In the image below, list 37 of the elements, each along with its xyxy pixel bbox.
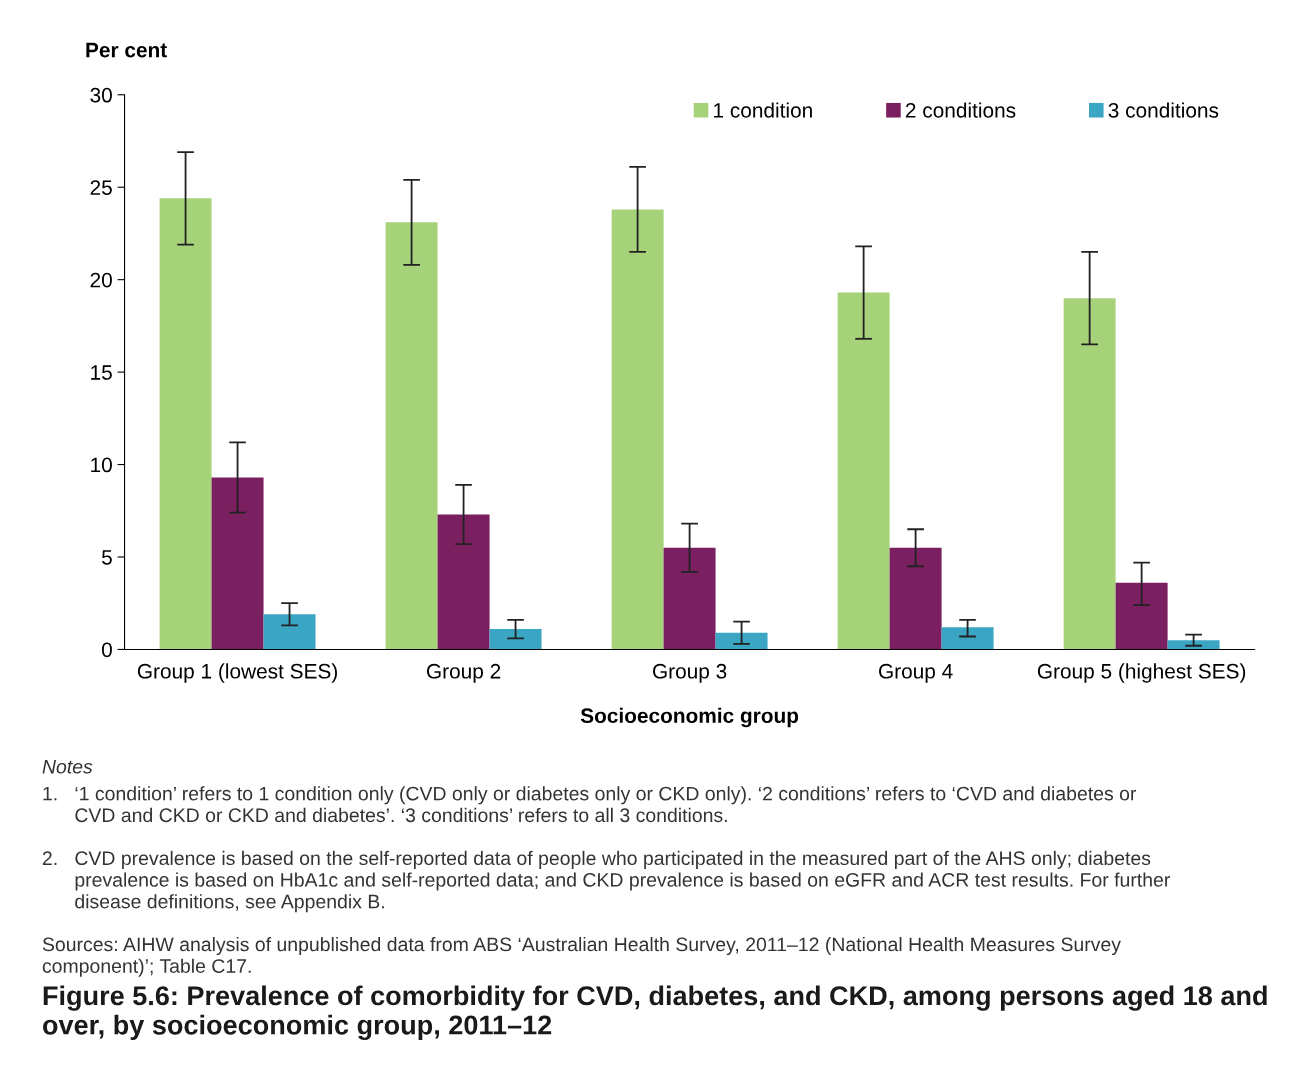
- bar: [437, 514, 490, 650]
- x-tick-label: Group 1 (lowest SES): [137, 663, 337, 683]
- y-tick-label: 25: [90, 180, 112, 195]
- legend-label: 1 condition: [714, 102, 812, 118]
- source-note: Sources: AIHW analysis of unpublished data from ABS ‘Australian Health Survey, 2011–12 (National Health Measures Survey component)’; Table C17.: [42, 936, 1121, 977]
- x-tick-label: Group 4: [879, 663, 953, 683]
- bar: [941, 627, 994, 650]
- bar: [385, 222, 438, 650]
- x-tick-label: Group 3: [653, 663, 727, 683]
- x-tick-label: Group 5 (highest SES): [1037, 663, 1246, 683]
- bar: [837, 292, 890, 650]
- legend-label: 3 conditions: [1108, 102, 1219, 118]
- bar: [263, 614, 316, 650]
- bar: [715, 632, 768, 650]
- text: 2. CVD prevalence is based on the self-reported data of people who participated in the measured part of the AHS only; diabetes prevalence is based on HbA1c and self-reported data; and CKD prevalence is based on eGFR and ACR test results. For further disease definitions, see Appendix B.: [42, 850, 1170, 913]
- y-tick-label: 10: [91, 457, 112, 473]
- y-axis-title: Per cent: [86, 42, 167, 58]
- bar: [611, 209, 664, 650]
- y-tick-label: 20: [90, 272, 112, 288]
- bar: [489, 629, 542, 650]
- bar: [889, 547, 942, 650]
- y-tick-label: 5: [101, 550, 112, 565]
- y-tick-label: 15: [91, 365, 112, 380]
- y-tick-label: 0: [101, 642, 112, 658]
- bar: [159, 198, 212, 650]
- text: Figure 5.6: Prevalence of comorbidity for CVD, diabetes, and CKD, among persons aged 18 and over, by socioeconomic group, 2011–12: [43, 985, 1267, 1041]
- bar: [1167, 640, 1220, 650]
- text: Notes: [42, 760, 93, 774]
- legend-label: 2 conditions: [905, 102, 1016, 118]
- x-tick-label: Group 2: [426, 663, 501, 683]
- text: 1. ‘1 condition’ refers to 1 condition only (CVD only or diabetes only or CKD only). ‘2 conditions’ refers to ‘CVD and diabetes or CVD and CKD or CKD and diabetes’. ‘3 conditions’ refers to all 3 conditions.: [43, 786, 1137, 823]
- bar: [1115, 582, 1168, 650]
- bar: [211, 477, 264, 650]
- x-axis-title: Socioeconomic group: [580, 707, 799, 728]
- bar: [1063, 298, 1116, 650]
- y-tick-label: 30: [90, 87, 112, 103]
- bar: [663, 547, 716, 650]
